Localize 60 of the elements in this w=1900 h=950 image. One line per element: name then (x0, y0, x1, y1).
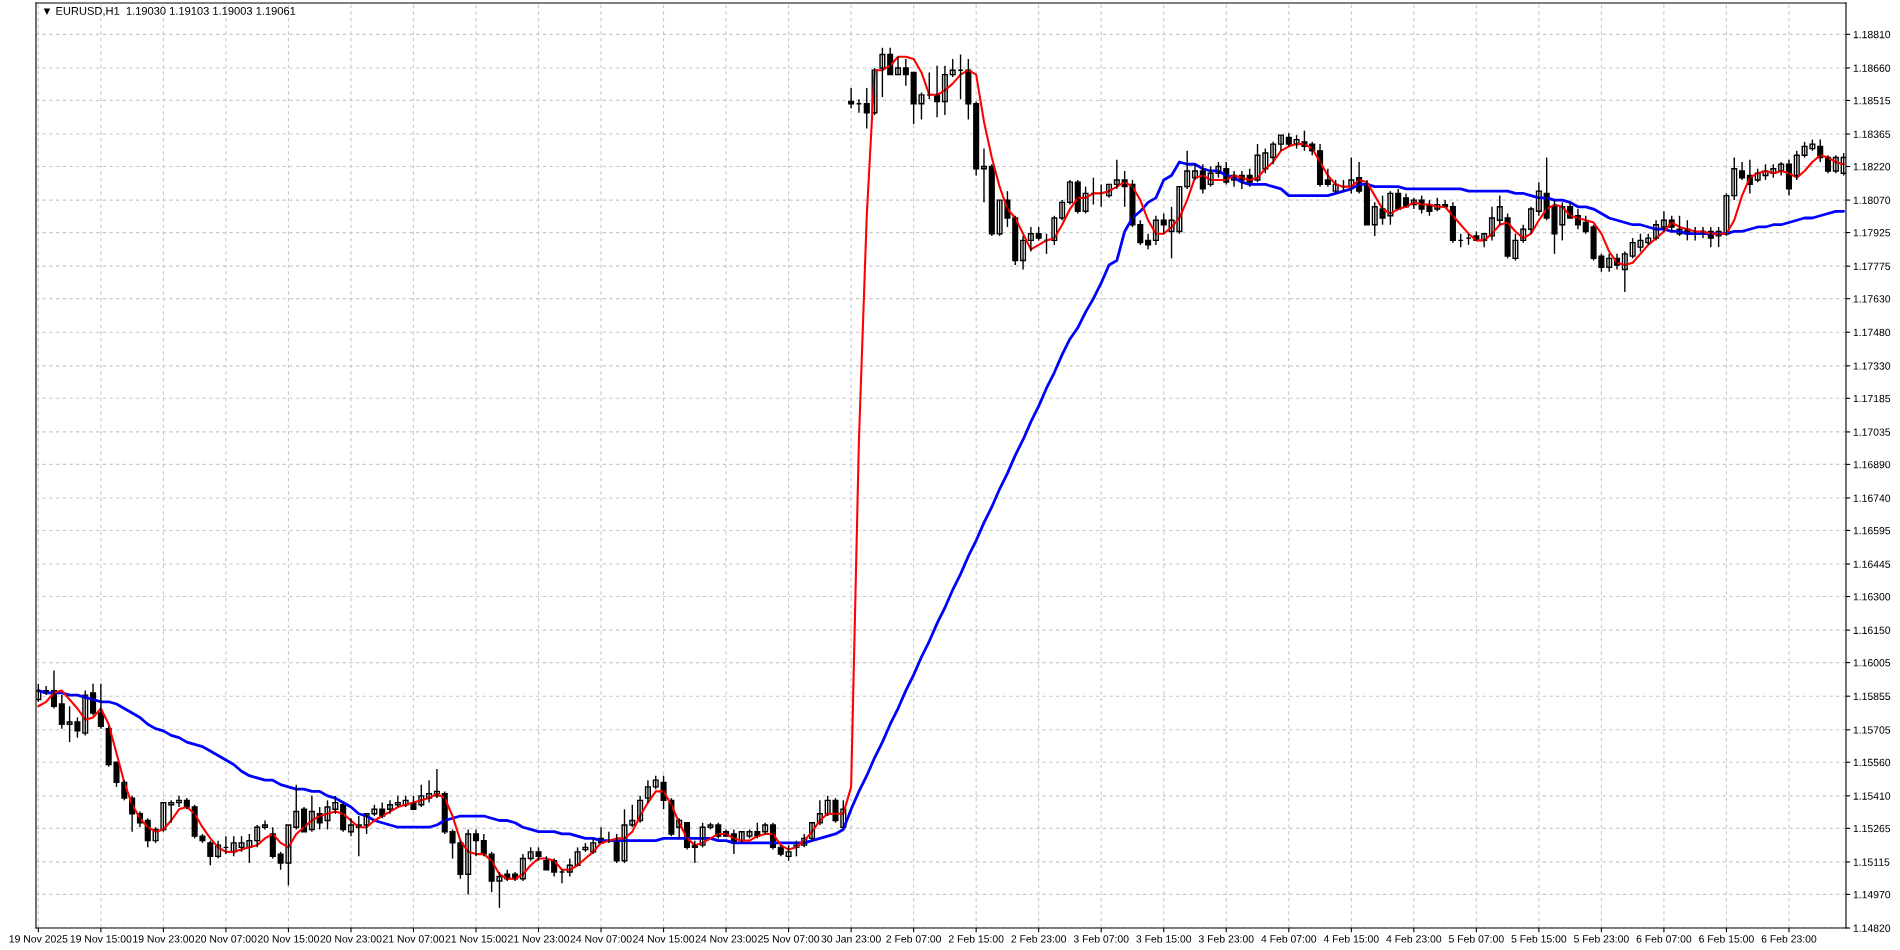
y-tick-label: 1.18660 (1853, 64, 1891, 72)
chart-title: ▼ EURUSD,H1 1.19030 1.19103 1.19003 1.19061 (43, 6, 296, 17)
y-tick-label: 1.16595 (1853, 526, 1891, 535)
x-tick-label: 30 Jan 23:00 (821, 935, 881, 943)
y-tick-label: 1.16150 (1853, 626, 1891, 634)
x-tick-label: 20 Nov 15:00 (257, 935, 320, 943)
x-tick-label: 21 Nov 07:00 (383, 935, 445, 943)
y-tick-label: 1.18070 (1853, 196, 1891, 204)
x-tick-label: 24 Nov 15:00 (633, 935, 695, 943)
x-tick-label: 21 Nov 15:00 (445, 935, 507, 943)
y-tick-label: 1.17775 (1853, 262, 1891, 271)
x-tick-label: 5 Feb 07:00 (1448, 934, 1504, 943)
y-tick-label: 1.18220 (1853, 163, 1891, 171)
y-tick-label: 1.15410 (1853, 792, 1891, 800)
y-tick-label: 1.17925 (1853, 229, 1891, 237)
x-tick-label: 4 Feb 15:00 (1323, 934, 1379, 943)
candlestick (168, 799, 175, 824)
y-tick-label: 1.18810 (1853, 30, 1891, 39)
y-tick-label: 1.16740 (1853, 494, 1891, 502)
y-tick-label: 1.17035 (1853, 428, 1891, 436)
x-tick-label: 19 Nov 2025 (9, 935, 68, 943)
y-tick-label: 1.15705 (1853, 726, 1891, 734)
x-tick-label: 6 Feb 07:00 (1636, 934, 1692, 943)
y-tick-label: 1.15265 (1853, 824, 1891, 833)
y-tick-label: 1.15560 (1853, 758, 1891, 767)
y-tick-label: 1.14820 (1853, 924, 1891, 932)
y-tick-label: 1.17185 (1853, 394, 1891, 403)
x-tick-label: 25 Nov 07:00 (758, 935, 820, 943)
y-tick-label: 1.16005 (1853, 659, 1891, 667)
x-tick-label: 19 Nov 15:00 (70, 935, 132, 943)
x-tick-label: 5 Feb 23:00 (1574, 934, 1629, 943)
y-tick-label: 1.17330 (1853, 362, 1891, 370)
x-tick-label: 3 Feb 23:00 (1198, 934, 1254, 943)
y-tick-label: 1.15115 (1853, 858, 1890, 866)
x-tick-label: 4 Feb 07:00 (1261, 934, 1317, 943)
y-tick-label: 1.18365 (1853, 130, 1891, 138)
x-tick-label: 20 Nov 07:00 (195, 935, 257, 943)
x-tick-label: 6 Feb 15:00 (1699, 934, 1754, 943)
x-tick-label: 5 Feb 15:00 (1511, 934, 1567, 943)
x-tick-label: 19 Nov 23:00 (133, 935, 194, 943)
y-tick-label: 1.15855 (1853, 692, 1891, 701)
x-tick-label: 3 Feb 15:00 (1136, 934, 1192, 943)
x-tick-label: 20 Nov 23:00 (320, 935, 382, 943)
line-series (37, 55, 1845, 880)
x-tick-label: 2 Feb 23:00 (1011, 934, 1067, 943)
x-tick-label: 2 Feb 07:00 (886, 934, 942, 943)
y-tick-label: 1.17480 (1853, 328, 1891, 337)
x-tick-label: 4 Feb 23:00 (1386, 934, 1442, 943)
y-tick-label: 1.17630 (1853, 295, 1891, 303)
x-tick-label: 24 Nov 23:00 (695, 935, 757, 943)
x-tick-label: 3 Feb 07:00 (1073, 934, 1129, 943)
y-tick-label: 1.16445 (1853, 560, 1891, 568)
y-tick-label: 1.16890 (1853, 460, 1891, 469)
x-tick-label: 2 Feb 15:00 (948, 934, 1004, 943)
x-tick-label: 6 Feb 23:00 (1761, 934, 1817, 943)
x-tick-label: 21 Nov 23:00 (508, 935, 570, 943)
y-tick-label: 1.14970 (1853, 890, 1891, 899)
y-tick-label: 1.16300 (1853, 593, 1891, 601)
y-tick-label: 1.18515 (1853, 96, 1891, 105)
x-tick-label: 24 Nov 07:00 (570, 935, 632, 943)
